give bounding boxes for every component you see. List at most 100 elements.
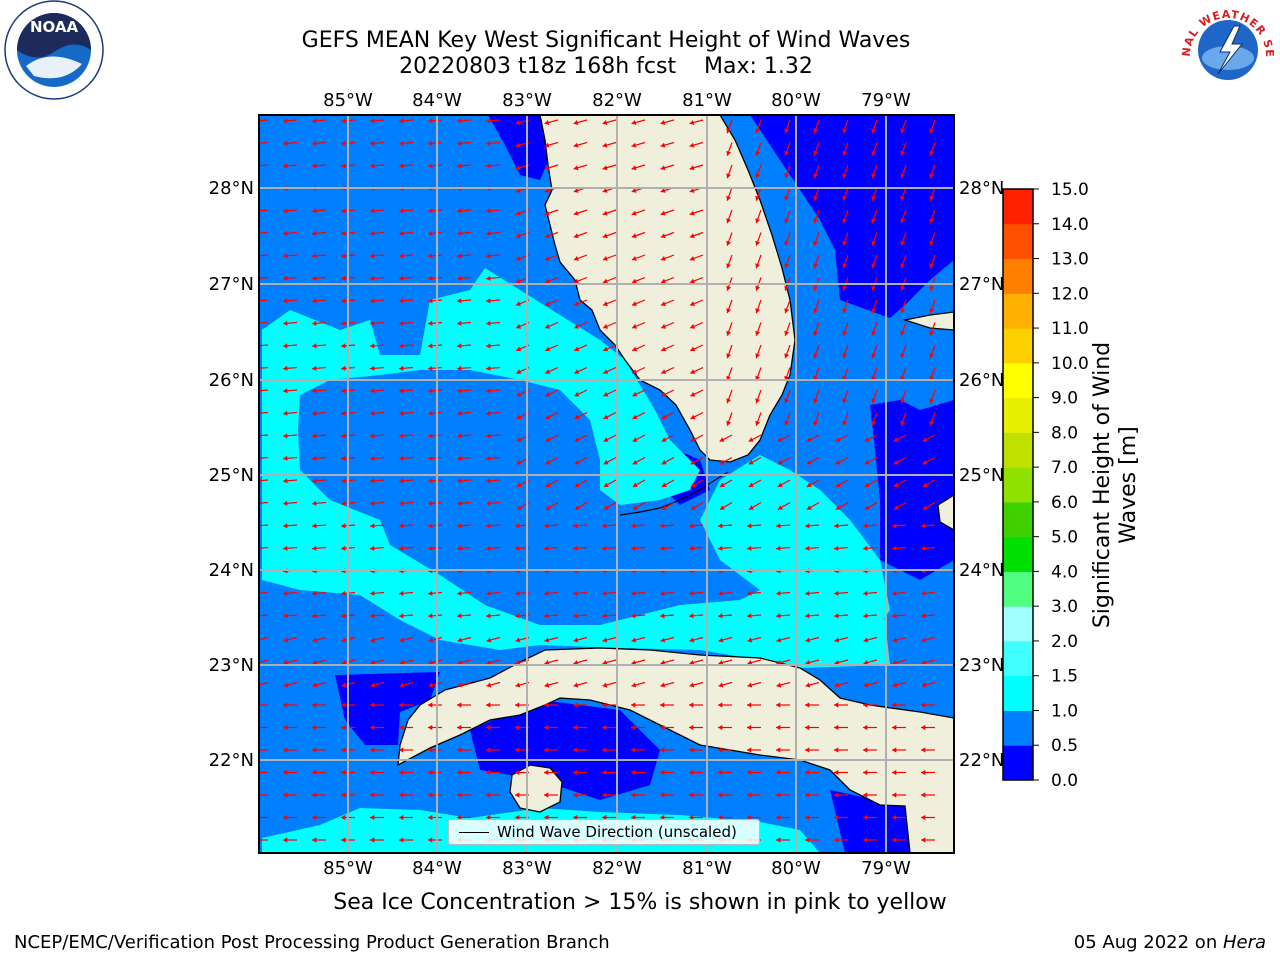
wave-direction-arrow <box>602 141 617 148</box>
wave-direction-arrow <box>259 119 269 122</box>
wave-direction-arrow <box>603 411 617 420</box>
lon-label-top-79: 79°W <box>861 90 911 111</box>
wave-direction-arrow <box>805 681 820 688</box>
wave-direction-arrow <box>631 119 646 125</box>
wave-direction-arrow <box>283 478 298 484</box>
wave-direction-arrow <box>660 276 675 284</box>
wave-direction-arrow <box>573 254 588 261</box>
wave-direction-arrow <box>834 523 849 529</box>
wave-direction-arrow <box>283 747 297 753</box>
wave-direction-arrow <box>428 118 443 124</box>
wave-direction-arrow <box>486 747 500 753</box>
wave-direction-arrow <box>784 412 791 426</box>
lon-label-bottom-79: 79°W <box>861 858 911 879</box>
wave-direction-arrow <box>921 523 936 529</box>
wave-direction-arrow <box>776 724 790 731</box>
wave-direction-arrow <box>602 209 617 216</box>
wave-direction-arrow <box>929 254 936 269</box>
wave-direction-arrow <box>631 209 646 216</box>
wave-direction-arrow <box>631 254 646 261</box>
wave-direction-arrow <box>921 837 935 843</box>
wave-direction-arrow <box>747 523 762 529</box>
wave-direction-arrow <box>776 702 790 708</box>
wave-direction-arrow <box>574 411 588 420</box>
wave-direction-arrow <box>544 141 559 148</box>
wave-direction-arrow <box>834 613 849 619</box>
wave-direction-arrow <box>892 837 906 843</box>
wave-direction-arrow <box>486 792 500 798</box>
wave-direction-arrow <box>457 814 471 821</box>
wave-direction-arrow <box>661 411 675 420</box>
wave-direction-arrow <box>428 523 443 529</box>
wave-direction-arrow <box>259 456 269 459</box>
wave-direction-arrow <box>921 769 935 776</box>
wave-direction-arrow <box>283 769 297 776</box>
wave-direction-arrow <box>573 299 588 307</box>
wave-direction-arrow <box>486 365 501 371</box>
colorbar-tick-label: 0.0 <box>1051 771 1078 791</box>
wave-direction-arrow <box>755 232 762 246</box>
wave-direction-arrow <box>921 792 935 798</box>
wave-direction-arrow <box>428 814 442 821</box>
wave-direction-arrow <box>726 164 733 179</box>
wave-direction-arrow <box>660 209 675 216</box>
wave-direction-arrow <box>660 231 675 239</box>
colorbar-tick-label: 14.0 <box>1051 215 1089 235</box>
wave-direction-arrow <box>544 209 559 216</box>
wave-direction-arrow <box>864 479 878 488</box>
wave-direction-arrow <box>457 659 472 665</box>
wave-direction-arrow <box>747 681 762 688</box>
wave-direction-arrow <box>573 231 588 239</box>
lon-label-top-83: 83°W <box>502 90 552 111</box>
wave-direction-arrow <box>726 344 733 359</box>
wave-direction-arrow <box>689 590 704 596</box>
colorbar-segment <box>1003 571 1033 607</box>
wave-direction-arrow <box>544 299 559 307</box>
wave-direction-arrow <box>660 814 674 821</box>
wave-direction-arrow <box>312 320 327 326</box>
wave-direction-arrow <box>776 681 791 688</box>
wave-direction-arrow <box>776 814 790 821</box>
wave-direction-arrow <box>805 590 820 596</box>
wave-direction-arrow <box>370 702 384 708</box>
svg-text:NOAA: NOAA <box>30 18 79 36</box>
wave-direction-arrow <box>399 253 414 259</box>
wave-direction-arrow <box>457 208 472 214</box>
wave-direction-arrow <box>784 254 791 269</box>
wave-direction-arrow <box>660 636 675 643</box>
wave-direction-arrow <box>486 769 500 776</box>
wave-direction-arrow <box>632 501 646 511</box>
wave-direction-arrow <box>755 164 762 179</box>
wave-direction-arrow <box>755 322 762 336</box>
wave-direction-arrow <box>863 837 877 843</box>
wave-direction-arrow <box>776 747 790 753</box>
wave-direction-arrow <box>748 479 762 488</box>
wave-direction-arrow <box>602 299 617 307</box>
wave-direction-arrow <box>784 232 791 246</box>
wave-direction-arrow <box>428 747 442 753</box>
wave-direction-arrow <box>457 365 472 371</box>
wave-direction-arrow <box>486 298 501 304</box>
wave-direction-arrow <box>573 545 588 551</box>
wave-direction-arrow <box>929 389 936 404</box>
lon-label-bottom-81: 81°W <box>682 858 732 879</box>
wave-direction-arrow <box>929 164 936 179</box>
wave-direction-arrow <box>486 613 501 619</box>
wave-direction-arrow <box>486 140 501 146</box>
colorbar-segment <box>1003 675 1033 711</box>
lon-label-bottom-85: 85°W <box>323 858 373 879</box>
wave-direction-arrow <box>893 434 907 443</box>
wave-direction-arrow <box>929 209 936 224</box>
wave-direction-arrow <box>813 299 820 314</box>
colorbar-segment <box>1003 640 1033 677</box>
wave-direction-arrow <box>631 636 646 643</box>
wave-direction-arrow <box>259 344 269 347</box>
wave-direction-arrow <box>755 209 762 224</box>
wave-direction-arrow <box>573 119 588 125</box>
wave-direction-arrow <box>428 613 443 619</box>
wave-direction-arrow <box>486 230 501 236</box>
wave-direction-arrow <box>573 344 588 352</box>
wave-direction-arrow <box>718 769 732 776</box>
wave-direction-arrow <box>283 590 298 596</box>
wave-direction-arrow <box>602 254 617 261</box>
